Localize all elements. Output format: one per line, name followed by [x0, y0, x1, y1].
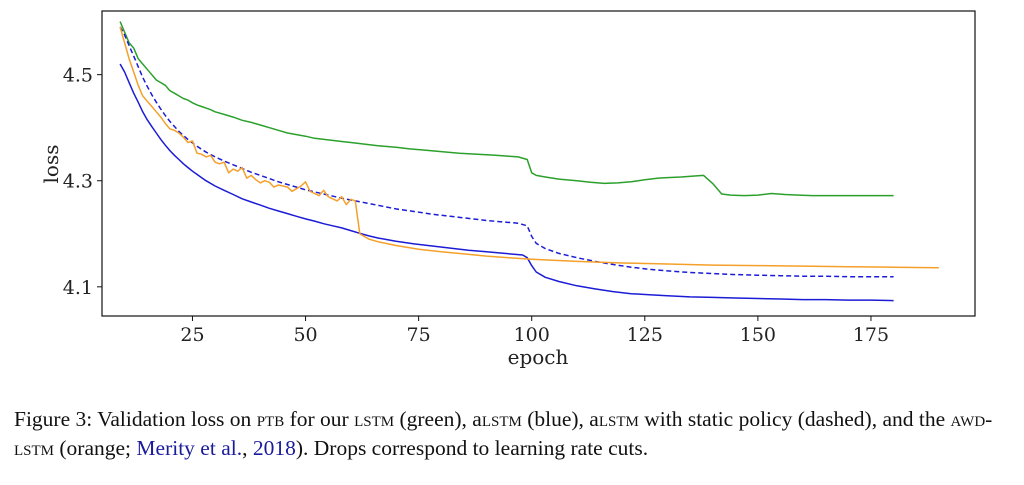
x-tick-label: 25: [180, 324, 204, 346]
x-tick-label: 100: [514, 324, 550, 346]
y-tick-label: 4.1: [63, 277, 93, 299]
caption-text: ). Drops correspond to learning rate cut…: [295, 436, 649, 460]
x-axis: 25 50 75 100 125 150 175: [180, 316, 889, 346]
y-axis: 4.1 4.3 4.5: [63, 65, 102, 299]
citation-year-link[interactable]: 2018: [252, 436, 296, 460]
caption-text: for our: [284, 407, 355, 431]
y-tick-label: 4.3: [63, 171, 93, 193]
caption-text: (orange;: [54, 436, 137, 460]
citation-link[interactable]: Merity et al.: [136, 436, 243, 460]
caption-awd-lstm: awd-lstm: [14, 407, 993, 460]
x-tick-label: 175: [853, 324, 889, 346]
plot-frame: [101, 10, 976, 317]
y-tick-label: 4.5: [63, 65, 93, 87]
x-tick-label: 75: [407, 324, 431, 346]
series-line-awd-lstm: [119, 26, 939, 269]
series-layer: [119, 21, 939, 302]
caption-text: with static policy (dashed), and the: [638, 407, 951, 431]
y-axis-title: loss: [39, 145, 63, 184]
caption-alstm: lstm: [481, 407, 522, 431]
figure-caption: Figure 3: Validation loss on ptb for our…: [14, 405, 1010, 463]
caption-text: Figure 3: Validation loss on: [14, 407, 257, 431]
caption-alstm-static: lstm: [598, 407, 639, 431]
loss-chart: 25 50 75 100 125 150 175 4.1 4.3 4.5 epoch loss: [39, 10, 976, 369]
caption-text: ,: [242, 436, 253, 460]
caption-ptb: ptb: [256, 407, 285, 431]
series-line-alstm-static: [119, 26, 894, 278]
x-axis-title: epoch: [508, 345, 569, 369]
caption-lstm: lstm: [354, 407, 395, 431]
caption-text: (blue), a: [521, 407, 599, 431]
x-tick-label: 50: [293, 324, 317, 346]
series-line-lstm: [119, 21, 894, 197]
x-tick-label: 125: [627, 324, 663, 346]
series-line-alstm: [119, 63, 894, 302]
x-tick-label: 150: [740, 324, 776, 346]
caption-text: (green), a: [394, 407, 482, 431]
